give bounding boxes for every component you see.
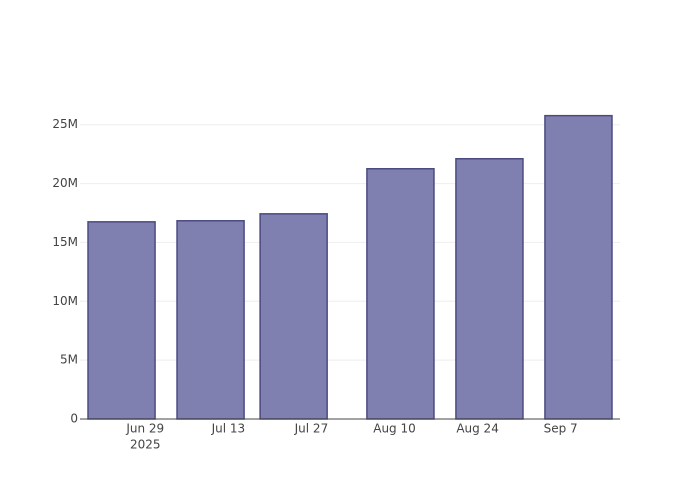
bar <box>259 213 328 420</box>
x-tick-label: Aug 24 <box>456 422 499 436</box>
bar <box>455 157 524 420</box>
y-tick-label: 0 <box>70 412 78 426</box>
y-tick-label: 20M <box>52 176 78 190</box>
y-tick-label: 15M <box>52 235 78 249</box>
x-tick-label: Jul 27 <box>294 422 329 436</box>
x-tick-label: Aug 10 <box>373 422 416 436</box>
x-year-label: 2025 <box>130 438 161 452</box>
y-tick-label: 25M <box>52 117 78 131</box>
bar <box>176 220 245 420</box>
bar <box>544 114 613 420</box>
bar <box>366 167 435 420</box>
x-tick-label: Jun 29 <box>125 422 164 436</box>
y-tick-label: 10M <box>52 294 78 308</box>
y-tick-label: 5M <box>60 353 78 367</box>
x-tick-label: Sep 7 <box>544 422 578 436</box>
x-tick-label: Jul 13 <box>211 422 246 436</box>
bar <box>87 221 156 420</box>
